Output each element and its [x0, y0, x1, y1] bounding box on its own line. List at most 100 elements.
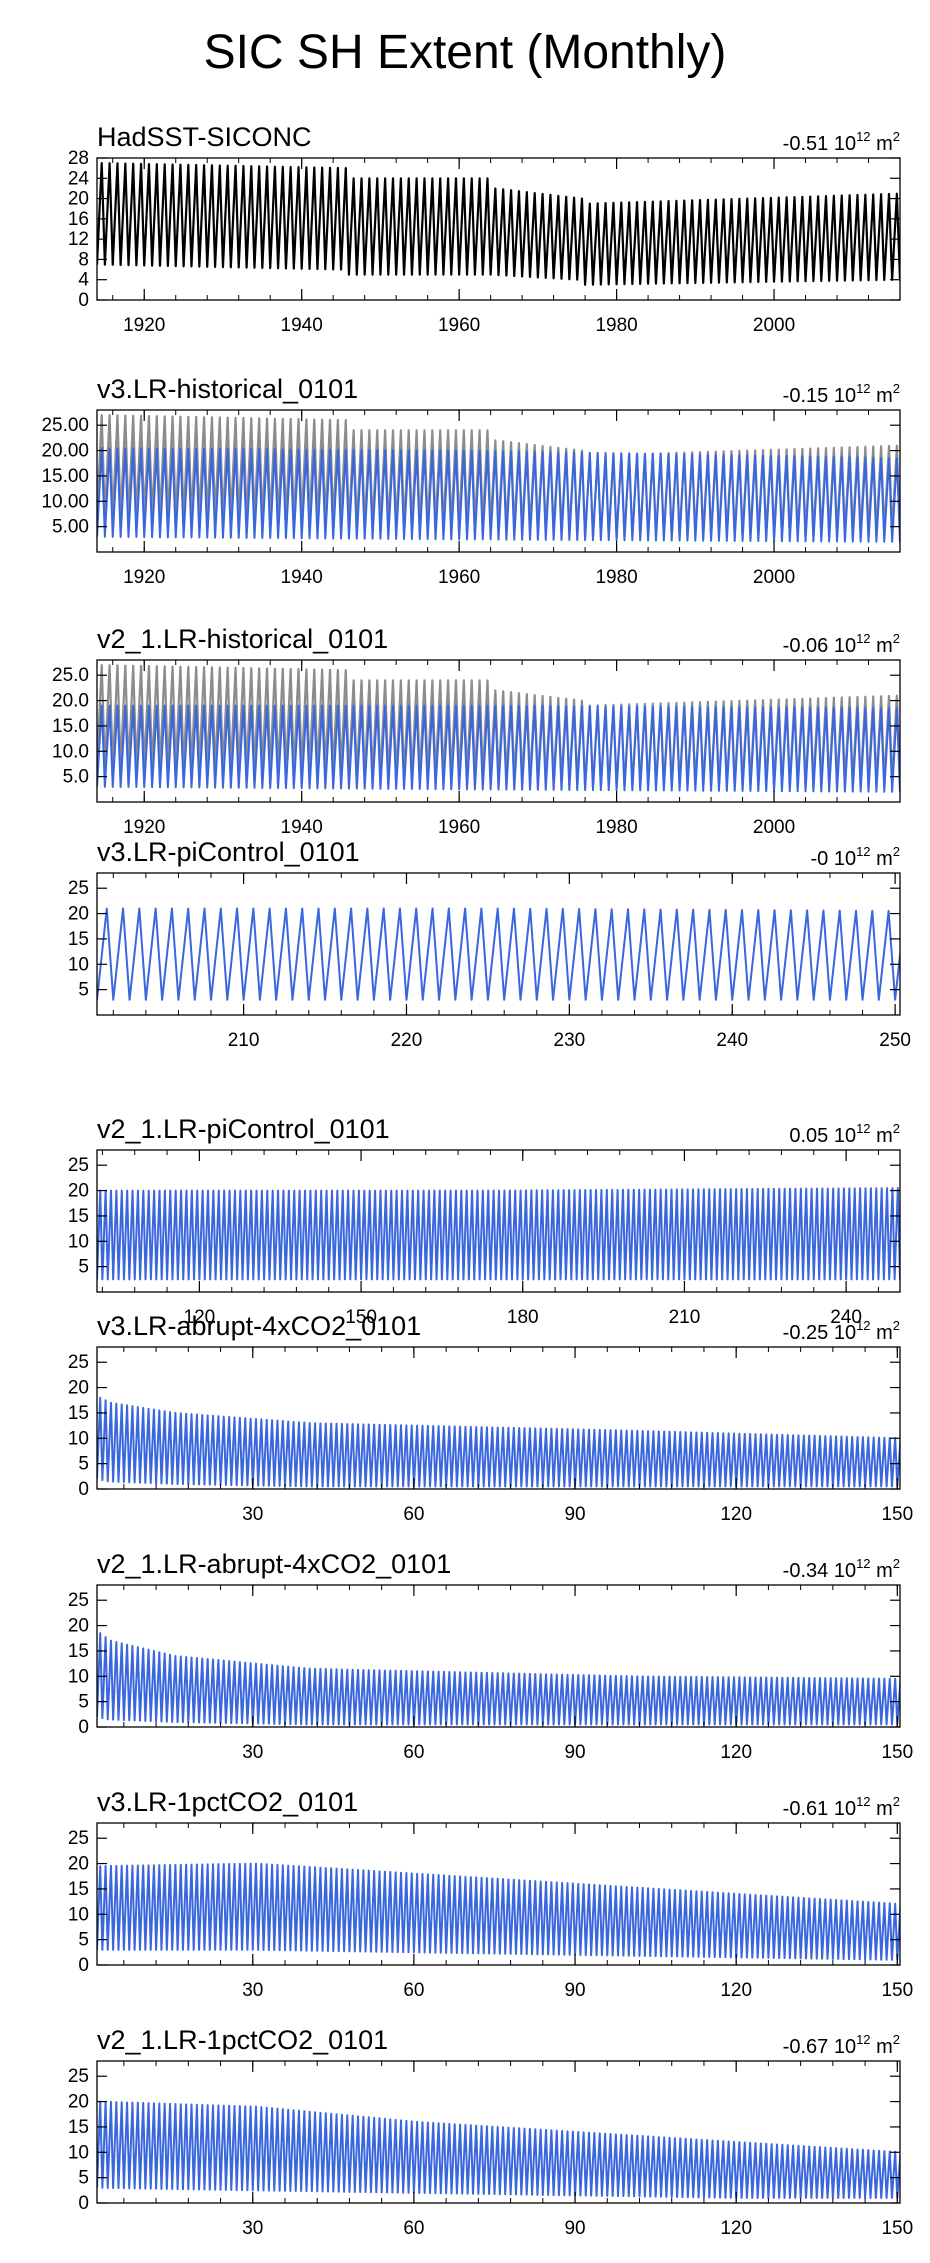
y-tick-label: 10.0	[52, 741, 89, 762]
y-tick-label: 25.00	[41, 415, 89, 436]
x-tick-label: 230	[554, 1030, 586, 1051]
y-tick-label: 5.0	[63, 767, 89, 788]
y-tick-label: 0	[78, 1955, 89, 1976]
x-tick-label: 90	[564, 2218, 585, 2239]
trend-value: -0.06	[783, 635, 834, 657]
y-tick-label: 25	[68, 1590, 89, 1611]
y-tick-label: 0	[78, 290, 89, 311]
y-tick-label: 10	[68, 1428, 89, 1449]
trend-annotation: -0 1012 m2	[810, 844, 900, 870]
x-tick-label: 150	[345, 1307, 377, 1328]
x-tick-label: 2000	[753, 817, 795, 838]
chart-panel: v2_1.LR-abrupt-4xCO2_0101 -0.34 1012 m2 30…	[68, 1549, 913, 1763]
trend-unit-exponent: 2	[893, 381, 900, 396]
x-tick-label: 30	[242, 1980, 263, 2001]
x-tick-label: 150	[881, 1980, 913, 2001]
trend-unit-exponent: 2	[893, 1794, 900, 1809]
trend-value: -0.51	[783, 133, 834, 155]
plot-frame	[96, 1149, 901, 1293]
panel-title: v3.LR-historical_0101	[97, 374, 358, 404]
x-tick-label: 120	[720, 1742, 752, 1763]
y-tick-label: 15	[68, 1403, 89, 1424]
x-tick-label: 2000	[753, 567, 795, 588]
panel-title: v2_1.LR-1pctCO2_0101	[97, 2025, 388, 2055]
trend-unit: 10	[834, 848, 856, 870]
panel-title: HadSST-SICONC	[97, 122, 312, 152]
y-tick-label: 10	[68, 2142, 89, 2163]
y-tick-label: 5	[78, 1454, 89, 1475]
trend-unit-exponent: 2	[893, 1318, 900, 1333]
trend-exponent: 12	[856, 631, 870, 646]
x-tick-label: 1980	[595, 817, 637, 838]
x-tick-label: 1920	[123, 315, 165, 336]
trend-unit-tail: m	[871, 1322, 893, 1344]
y-tick-label: 20.0	[52, 691, 89, 712]
x-tick-label: 240	[830, 1307, 862, 1328]
series-line-model	[97, 1632, 900, 1726]
x-tick-label: 60	[403, 1504, 424, 1525]
trend-unit: 10	[834, 133, 856, 155]
x-tick-label: 1980	[595, 315, 637, 336]
y-tick-label: 5	[78, 980, 89, 1001]
plot-frame	[96, 157, 901, 301]
trend-unit: 10	[834, 1125, 856, 1147]
y-tick-label: 15	[68, 1641, 89, 1662]
y-tick-label: 10	[68, 1231, 89, 1252]
y-tick-label: 25	[68, 1155, 89, 1176]
trend-annotation: -0.67 1012 m2	[783, 2032, 900, 2058]
x-tick-label: 1940	[281, 315, 323, 336]
trend-value: -0.67	[783, 2036, 834, 2058]
panel-title: v2_1.LR-historical_0101	[97, 624, 388, 654]
trend-exponent: 12	[856, 129, 870, 144]
x-tick-label: 120	[720, 1504, 752, 1525]
y-tick-label: 20	[68, 1616, 89, 1637]
panel-title: v2_1.LR-piControl_0101	[97, 1114, 390, 1144]
x-tick-label: 60	[403, 1742, 424, 1763]
trend-unit-exponent: 2	[893, 631, 900, 646]
trend-annotation: -0.34 1012 m2	[783, 1556, 900, 1582]
trend-exponent: 12	[856, 1794, 870, 1809]
x-tick-label: 30	[242, 1742, 263, 1763]
trend-unit-exponent: 2	[893, 1556, 900, 1571]
trend-value: -0	[810, 848, 833, 870]
y-tick-label: 8	[78, 249, 89, 270]
x-tick-label: 250	[879, 1030, 911, 1051]
trend-unit-tail: m	[871, 635, 893, 657]
trend-value: 0.05	[789, 1125, 833, 1147]
x-tick-label: 90	[564, 1980, 585, 2001]
trend-unit: 10	[834, 385, 856, 407]
trend-value: -0.15	[783, 385, 834, 407]
y-tick-label: 10	[68, 954, 89, 975]
x-tick-label: 240	[716, 1030, 748, 1051]
plot-frame	[96, 409, 901, 553]
trend-unit-tail: m	[871, 133, 893, 155]
y-tick-label: 25	[68, 1352, 89, 1373]
plot-frame	[96, 1346, 901, 1490]
x-tick-label: 220	[391, 1030, 423, 1051]
x-tick-label: 1940	[281, 817, 323, 838]
series-line-model	[97, 1862, 900, 1961]
y-tick-label: 15.00	[41, 466, 89, 487]
x-tick-label: 30	[242, 2218, 263, 2239]
y-tick-label: 20	[68, 2092, 89, 2113]
trend-annotation: 0.05 1012 m2	[789, 1121, 900, 1147]
trend-value: -0.61	[783, 1798, 834, 1820]
panel-title: v2_1.LR-abrupt-4xCO2_0101	[97, 1549, 451, 1579]
x-tick-label: 1920	[123, 817, 165, 838]
x-tick-label: 1960	[438, 315, 480, 336]
trend-value: -0.34	[783, 1560, 834, 1582]
x-tick-label: 1980	[595, 567, 637, 588]
y-tick-label: 15	[68, 1206, 89, 1227]
chart-panel: v2_1.LR-historical_0101 -0.06 1012 m2 1920…	[52, 624, 901, 838]
figure-title: SIC SH Extent (Monthly)	[204, 26, 727, 79]
x-tick-label: 210	[669, 1307, 701, 1328]
y-tick-label: 20	[68, 1854, 89, 1875]
x-tick-label: 120	[720, 2218, 752, 2239]
trend-unit-exponent: 2	[893, 2032, 900, 2047]
x-tick-label: 2000	[753, 315, 795, 336]
